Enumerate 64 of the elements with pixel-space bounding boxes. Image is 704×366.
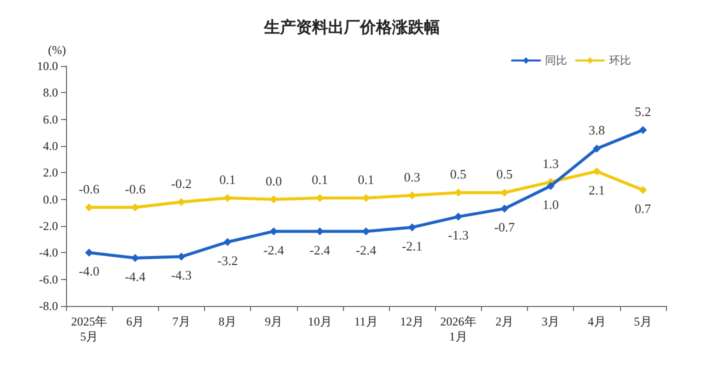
data-label: 0.3 [404, 169, 420, 184]
data-label: -2.1 [402, 238, 422, 254]
point [638, 126, 647, 134]
x-tick-label: 5月 [634, 314, 652, 328]
x-tick-label: 7月 [172, 314, 190, 328]
data-label: 0.0 [266, 173, 282, 188]
x-tick-label: 12月 [400, 314, 424, 328]
point [224, 238, 232, 246]
data-label: -0.6 [78, 181, 100, 196]
data-label: -1.3 [448, 228, 469, 243]
point [362, 227, 370, 236]
y-tick-label: -8.0 [39, 299, 58, 313]
data-label: 0.1 [312, 172, 328, 187]
data-label: 5.2 [634, 104, 652, 119]
x-tick-label: 3月 [542, 314, 560, 328]
y-tick-label: 10.0 [37, 59, 58, 73]
data-label: 1.0 [542, 197, 559, 212]
data-label: -2.4 [263, 242, 284, 258]
point [408, 223, 416, 232]
data-label: 3.8 [588, 122, 605, 138]
y-tick-label: 0.0 [43, 192, 58, 206]
data-label: -3.2 [217, 253, 238, 268]
x-tick-label: 2月 [495, 314, 514, 328]
y-tick-label: 4.0 [43, 139, 58, 153]
point [638, 186, 647, 194]
y-tick-label: -2.0 [39, 219, 58, 233]
y-tick-label: 8.0 [43, 86, 58, 100]
x-tick-label: 2026年 1月 [440, 314, 476, 344]
legend-label: 环比 [609, 54, 631, 67]
x-tick-label: 11月 [354, 314, 378, 328]
data-label: -4.0 [78, 264, 100, 279]
data-label: 0.5 [450, 166, 466, 182]
y-axis-title: (%) [48, 43, 66, 57]
data-label: -0.6 [124, 181, 146, 196]
data-label: -0.2 [171, 176, 192, 191]
point [177, 198, 186, 206]
point [500, 204, 508, 213]
legend-label: 同比 [545, 54, 567, 67]
data-label: -4.4 [124, 269, 146, 284]
data-label: 0.1 [219, 172, 236, 187]
data-label: -4.3 [171, 268, 192, 283]
data-label: 0.5 [496, 166, 513, 182]
data-label: -0.7 [494, 220, 516, 235]
chart-title: 生产资料出厂价格涨跌幅 [263, 18, 440, 36]
x-tick-label: 10月 [308, 314, 332, 328]
data-label: 2.1 [588, 182, 605, 198]
point [592, 167, 601, 176]
x-tick-label: 9月 [264, 314, 283, 328]
x-tick-label: 2025年 5月 [71, 314, 108, 344]
x-tick-label: 8月 [218, 314, 237, 328]
y-tick-label: -6.0 [39, 272, 58, 286]
point [546, 182, 555, 190]
data-label: 0.7 [634, 201, 652, 216]
y-tick-label: 6.0 [43, 112, 58, 126]
y-tick-label: 2.0 [43, 166, 58, 180]
point [454, 212, 462, 221]
x-tick-label: 6月 [126, 314, 144, 328]
data-label: -2.4 [310, 242, 331, 258]
data-label: 1.3 [542, 156, 559, 171]
x-tick-label: 4月 [588, 314, 606, 328]
data-label: -2.4 [356, 242, 377, 258]
y-tick-label: -4.0 [39, 246, 58, 260]
point [592, 144, 601, 153]
data-label: 0.1 [358, 172, 374, 187]
